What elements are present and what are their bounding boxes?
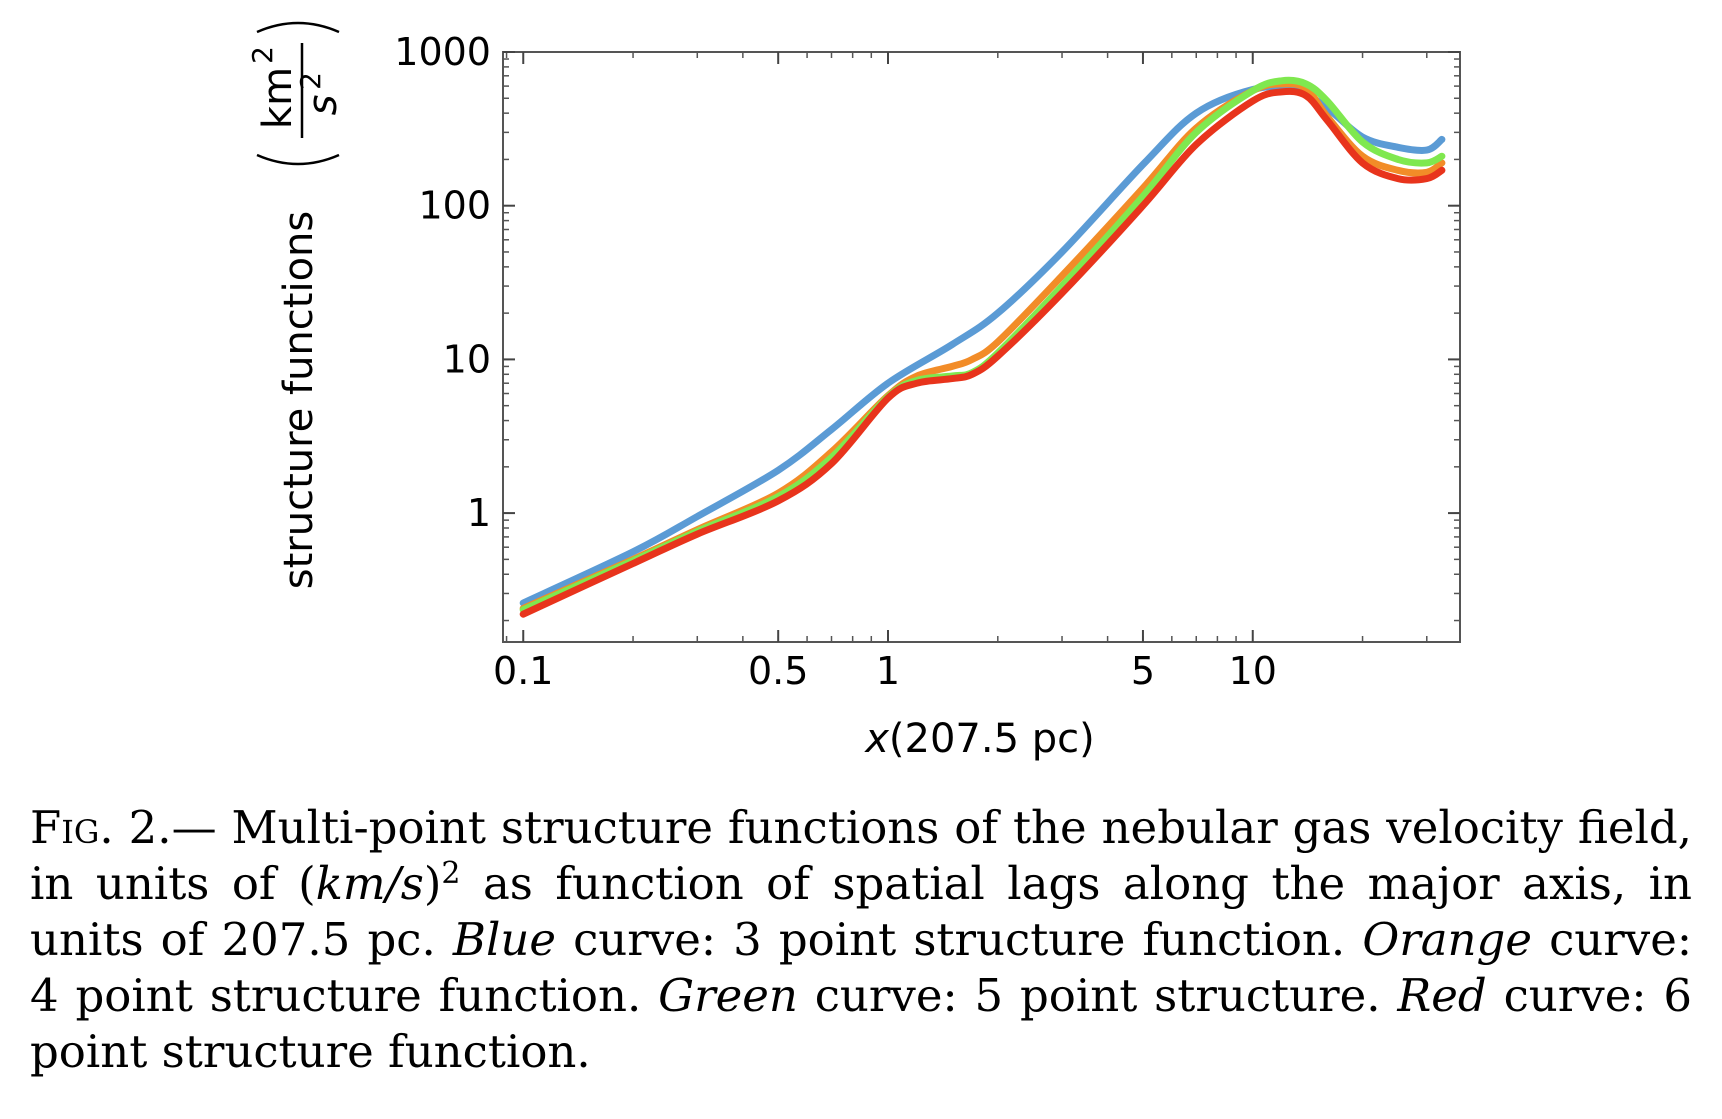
caption-red-text: curve: 6 point structure function.: [30, 969, 1692, 1078]
plot-frame: [502, 51, 1461, 643]
y-axis-unit-numerator-exp: 2: [246, 46, 279, 64]
y-axis-unit-denominator: s: [300, 95, 346, 116]
series-line-red: [519, 87, 1446, 618]
caption-green-text: curve: 5 point structure.: [797, 969, 1398, 1022]
y-axis-unit-paren-right: [256, 21, 340, 34]
y-axis-label-text: structure functions: [276, 211, 322, 589]
caption-blue-text: curve: 3 point structure function.: [555, 913, 1363, 966]
series-layer: [519, 76, 1446, 618]
major-ticks: [503, 51, 1460, 642]
caption-orange-text: curve: 4 point structure function.: [30, 913, 1693, 1022]
x-tick-label: 5: [1131, 649, 1155, 693]
x-axis-variable: x: [863, 716, 889, 762]
caption-text-2: as function of spatial lags along the ma…: [30, 857, 1692, 966]
y-axis-label: structure functions km 2 s 2: [246, 21, 346, 589]
x-tick-label: 1: [876, 649, 900, 693]
x-axis-unit: (207.5 pc): [889, 716, 1095, 762]
caption-math-close: ): [423, 857, 442, 910]
caption-math-exponent: 2: [441, 856, 461, 891]
caption-math-body: km/s: [315, 857, 424, 910]
caption-math-open: (: [298, 857, 316, 910]
x-axis-label: x(207.5 pc): [863, 716, 1095, 762]
series-line-blue: [519, 82, 1446, 607]
y-axis-unit-numerator: km: [255, 67, 301, 129]
y-tick-label: 100: [418, 184, 491, 228]
x-tick-label: 10: [1229, 649, 1277, 693]
structure-function-chart: 0.1 0.5 1 5 10 1 10 100 1000 x(207.5 pc) structu…: [246, 21, 1461, 762]
series-line-green: [519, 76, 1446, 614]
figure-label: Fig. 2.—: [30, 801, 217, 854]
series-line-orange: [519, 80, 1446, 612]
tick-labels: 0.1 0.5 1 5 10 1 10 100 1000: [394, 30, 1277, 693]
y-tick-label: 10: [443, 337, 491, 381]
caption-text-1: Multi-point structure functions of the n…: [30, 801, 1692, 910]
figure-caption: Fig. 2.— Multi-point structure functions…: [30, 800, 1692, 1080]
y-axis-unit-paren-left: [256, 153, 340, 166]
y-tick-label: 1: [467, 491, 491, 535]
caption-red: Red: [1397, 969, 1487, 1022]
caption-green: Green: [658, 969, 798, 1022]
y-axis-unit-denominator-exp: 2: [294, 72, 327, 90]
x-tick-label: 0.1: [493, 649, 553, 693]
caption-math: (km/s)2: [298, 857, 460, 910]
x-tick-label: 0.5: [748, 649, 808, 693]
caption-blue: Blue: [452, 913, 556, 966]
y-tick-label: 1000: [394, 30, 491, 74]
caption-orange: Orange: [1362, 913, 1532, 966]
